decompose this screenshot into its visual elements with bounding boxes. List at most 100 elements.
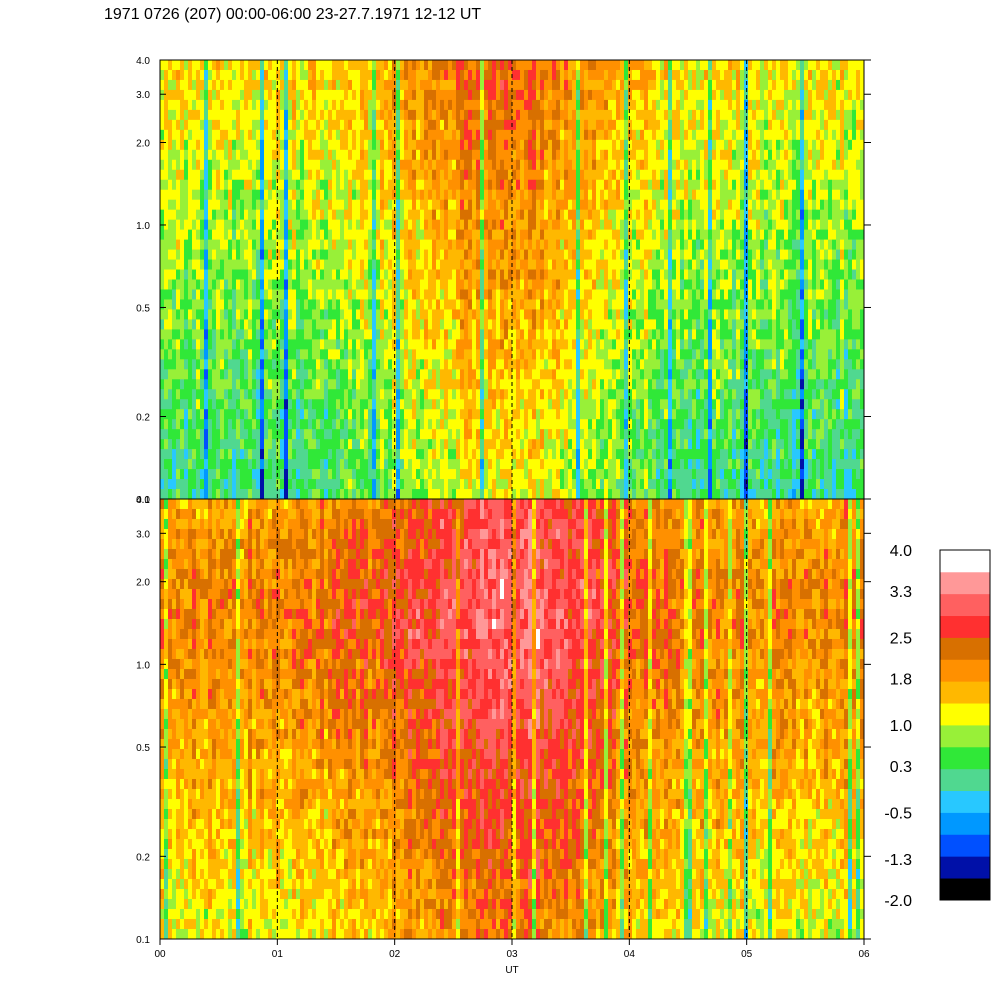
heatmap-cell bbox=[252, 259, 257, 271]
heatmap-cell bbox=[200, 309, 205, 320]
heatmap-cell bbox=[504, 469, 509, 480]
heatmap-cell bbox=[180, 229, 185, 241]
heatmap-cell bbox=[368, 229, 373, 241]
heatmap-cell bbox=[192, 209, 197, 221]
heatmap-cell bbox=[448, 259, 453, 271]
heatmap-cell bbox=[364, 149, 369, 161]
heatmap-cell bbox=[596, 339, 601, 350]
heatmap-cell bbox=[228, 199, 233, 211]
heatmap-cell bbox=[560, 379, 565, 390]
heatmap-cell bbox=[276, 399, 281, 410]
heatmap-cell bbox=[384, 99, 389, 111]
heatmap-cell bbox=[552, 329, 557, 340]
heatmap-cell bbox=[348, 269, 353, 280]
heatmap-cell bbox=[248, 269, 253, 280]
heatmap-cell bbox=[184, 369, 189, 380]
heatmap-cell bbox=[604, 279, 609, 290]
heatmap-cell bbox=[316, 289, 321, 300]
heatmap-cell bbox=[480, 349, 485, 360]
heatmap-cell bbox=[208, 479, 213, 490]
heatmap-cell bbox=[452, 69, 457, 81]
heatmap-cell bbox=[264, 299, 269, 310]
heatmap-cell bbox=[196, 209, 201, 221]
heatmap-cell bbox=[280, 89, 285, 101]
heatmap-cell bbox=[380, 409, 385, 420]
heatmap-cell bbox=[420, 149, 425, 161]
heatmap-cell bbox=[204, 309, 209, 320]
heatmap-cell bbox=[192, 479, 197, 490]
heatmap-cell bbox=[480, 119, 485, 131]
heatmap-cell bbox=[468, 99, 473, 111]
heatmap-cell bbox=[576, 159, 581, 171]
heatmap-cell bbox=[328, 449, 333, 460]
heatmap-cell bbox=[272, 99, 277, 111]
heatmap-cell bbox=[440, 439, 445, 450]
heatmap-cell bbox=[312, 359, 317, 370]
heatmap-cell bbox=[244, 369, 249, 380]
heatmap-cell bbox=[360, 129, 365, 141]
heatmap-cell bbox=[572, 319, 577, 330]
heatmap-cell bbox=[432, 199, 437, 211]
heatmap-cell bbox=[280, 289, 285, 300]
heatmap-cell bbox=[472, 429, 477, 440]
heatmap-cell bbox=[396, 249, 401, 261]
heatmap-cell bbox=[240, 239, 245, 251]
heatmap-cell bbox=[452, 439, 457, 450]
heatmap-cell bbox=[500, 199, 505, 211]
heatmap-cell bbox=[476, 439, 481, 450]
heatmap-cell bbox=[504, 189, 509, 201]
heatmap-cell bbox=[448, 99, 453, 111]
heatmap-cell bbox=[448, 289, 453, 300]
heatmap-cell bbox=[248, 79, 253, 91]
heatmap-cell bbox=[468, 269, 473, 280]
heatmap-cell bbox=[532, 199, 537, 211]
heatmap-cell bbox=[404, 199, 409, 211]
heatmap-cell bbox=[184, 169, 189, 181]
heatmap-cell bbox=[280, 369, 285, 380]
heatmap-cell bbox=[588, 89, 593, 101]
heatmap-cell bbox=[468, 119, 473, 131]
heatmap-cell bbox=[568, 319, 573, 330]
heatmap-cell bbox=[308, 149, 313, 161]
heatmap-cell bbox=[320, 439, 325, 450]
heatmap-cell bbox=[580, 399, 585, 410]
heatmap-cell bbox=[568, 89, 573, 101]
heatmap-cell bbox=[328, 389, 333, 400]
heatmap-cell bbox=[248, 60, 253, 71]
heatmap-cell bbox=[480, 299, 485, 310]
heatmap-cell bbox=[232, 219, 237, 231]
heatmap-cell bbox=[232, 99, 237, 111]
heatmap-cell bbox=[584, 79, 589, 91]
heatmap-cell bbox=[552, 149, 557, 161]
heatmap-cell bbox=[572, 119, 577, 131]
heatmap-cell bbox=[172, 119, 177, 131]
heatmap-cell bbox=[604, 329, 609, 340]
heatmap-cell bbox=[160, 439, 165, 450]
heatmap-cell bbox=[400, 449, 405, 460]
heatmap-cell bbox=[592, 479, 597, 490]
heatmap-cell bbox=[224, 389, 229, 400]
heatmap-cell bbox=[296, 149, 301, 161]
heatmap-cell bbox=[272, 279, 277, 290]
heatmap-cell bbox=[364, 119, 369, 131]
heatmap-cell bbox=[276, 119, 281, 131]
heatmap-cell bbox=[208, 219, 213, 231]
heatmap-cell bbox=[488, 329, 493, 340]
heatmap-cell bbox=[184, 319, 189, 330]
heatmap-cell bbox=[200, 389, 205, 400]
heatmap-cell bbox=[560, 119, 565, 131]
heatmap-cell bbox=[468, 139, 473, 151]
heatmap-cell bbox=[572, 219, 577, 231]
heatmap-cell bbox=[484, 69, 489, 81]
heatmap-cell bbox=[248, 369, 253, 380]
heatmap-cell bbox=[176, 449, 181, 460]
heatmap-cell bbox=[568, 169, 573, 181]
heatmap-cell bbox=[448, 359, 453, 370]
heatmap-cell bbox=[500, 239, 505, 251]
heatmap-cell bbox=[212, 449, 217, 460]
heatmap-cell bbox=[448, 199, 453, 211]
heatmap-cell bbox=[304, 469, 309, 480]
heatmap-cell bbox=[304, 60, 309, 71]
heatmap-cell bbox=[516, 329, 521, 340]
heatmap-cell bbox=[508, 329, 513, 340]
